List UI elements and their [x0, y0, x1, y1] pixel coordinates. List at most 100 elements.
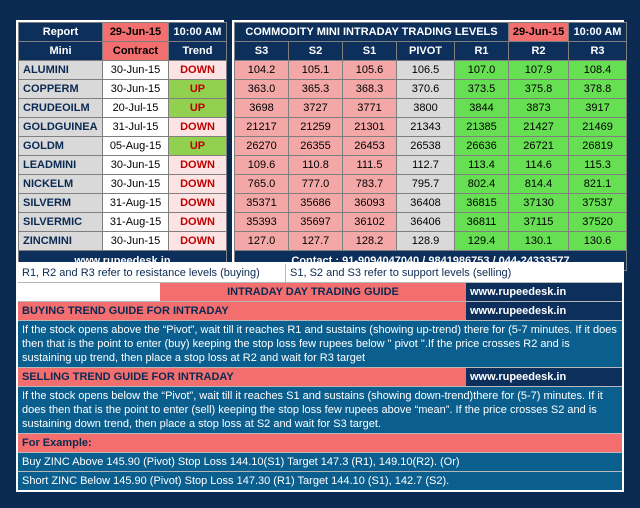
- levels-table: COMMODITY MINI INTRADAY TRADING LEVELS 2…: [232, 20, 628, 273]
- table-row: 127.0 127.7 128.2 128.9 129.4 130.1 130.6: [234, 231, 628, 251]
- example-row-2: Short ZINC Below 145.90 (Pivot) Stop Los…: [18, 472, 622, 490]
- level-r1: 26636: [453, 136, 510, 156]
- level-r3: 130.6: [568, 231, 628, 251]
- level-r3: 21469: [568, 117, 628, 137]
- table-row: 363.0 365.3 368.3 370.6 373.5 375.8 378.8: [234, 79, 628, 99]
- table-row: ALUMINI 30-Jun-15 DOWN: [18, 60, 227, 80]
- contract-date: 20-Jul-15: [102, 98, 169, 118]
- trend-badge: DOWN: [168, 231, 227, 251]
- level-s1: 368.3: [342, 79, 397, 99]
- table-row: 35393 35697 36102 36406 36811 37115 37520: [234, 212, 628, 232]
- contract-date: 30-Jun-15: [102, 231, 169, 251]
- level-pivot: 21343: [396, 117, 455, 137]
- table-row: 104.2 105.1 105.6 106.5 107.0 107.9 108.4: [234, 60, 628, 80]
- level-r3: 37537: [568, 193, 628, 213]
- level-r3: 3917: [568, 98, 628, 118]
- contract-date: 30-Jun-15: [102, 174, 169, 194]
- trend-badge: UP: [168, 136, 227, 156]
- level-r2: 26721: [508, 136, 570, 156]
- level-pivot: 3800: [396, 98, 455, 118]
- level-pivot: 36408: [396, 193, 455, 213]
- mini-name: ZINCMINI: [18, 231, 103, 251]
- level-s3: 35393: [234, 212, 289, 232]
- col-contract: Contract: [102, 41, 169, 61]
- level-r1: 36811: [453, 212, 510, 232]
- mini-name: CRUDEOILM: [18, 98, 103, 118]
- report-date: 29-Jun-15: [102, 22, 169, 42]
- table-row: 21217 21259 21301 21343 21385 21427 21469: [234, 117, 628, 137]
- col-s2: S2: [288, 41, 343, 61]
- level-r1: 21385: [453, 117, 510, 137]
- level-s3: 127.0: [234, 231, 289, 251]
- example-short: Short ZINC Below 145.90 (Pivot) Stop Los…: [18, 472, 622, 490]
- contract-table: Report 29-Jun-15 10:00 AM Mini Contract …: [16, 20, 227, 273]
- trading-guide: R1, R2 and R3 refer to resistance levels…: [16, 262, 624, 492]
- table-row: NICKELM 30-Jun-15 DOWN: [18, 174, 227, 194]
- col-r3: R3: [568, 41, 628, 61]
- level-s3: 109.6: [234, 155, 289, 175]
- level-pivot: 106.5: [396, 60, 455, 80]
- table-row: ZINCMINI 30-Jun-15 DOWN: [18, 231, 227, 251]
- level-pivot: 36406: [396, 212, 455, 232]
- sell-heading-row: SELLING TREND GUIDE FOR INTRADAY www.rup…: [18, 368, 622, 387]
- levels-time: 10:00 AM: [568, 22, 628, 42]
- col-trend: Trend: [168, 41, 227, 61]
- contract-date: 31-Jul-15: [102, 117, 169, 137]
- report-time: 10:00 AM: [168, 22, 227, 42]
- example-buy: Buy ZINC Above 145.90 (Pivot) Stop Loss …: [18, 453, 622, 471]
- trend-badge: DOWN: [168, 117, 227, 137]
- level-r3: 108.4: [568, 60, 628, 80]
- contract-date: 30-Jun-15: [102, 79, 169, 99]
- trend-badge: DOWN: [168, 60, 227, 80]
- level-s1: 36102: [342, 212, 397, 232]
- trend-badge: DOWN: [168, 155, 227, 175]
- mini-name: GOLDGUINEA: [18, 117, 103, 137]
- level-s2: 35686: [288, 193, 343, 213]
- level-r3: 115.3: [568, 155, 628, 175]
- mini-name: ALUMINI: [18, 60, 103, 80]
- level-r1: 3844: [453, 98, 510, 118]
- level-s2: 365.3: [288, 79, 343, 99]
- level-s2: 35697: [288, 212, 343, 232]
- level-r2: 107.9: [508, 60, 570, 80]
- level-s3: 765.0: [234, 174, 289, 194]
- level-r1: 113.4: [453, 155, 510, 175]
- level-s1: 3771: [342, 98, 397, 118]
- level-r3: 821.1: [568, 174, 628, 194]
- level-r2: 37130: [508, 193, 570, 213]
- level-r1: 129.4: [453, 231, 510, 251]
- table-row: CRUDEOILM 20-Jul-15 UP: [18, 98, 227, 118]
- col-r2: R2: [508, 41, 570, 61]
- level-s2: 127.7: [288, 231, 343, 251]
- col-s1: S1: [342, 41, 397, 61]
- level-s1: 128.2: [342, 231, 397, 251]
- table-row: LEADMINI 30-Jun-15 DOWN: [18, 155, 227, 175]
- example-heading: For Example:: [18, 434, 622, 452]
- level-s3: 35371: [234, 193, 289, 213]
- report-label: Report: [18, 22, 103, 42]
- level-s3: 363.0: [234, 79, 289, 99]
- table-row: GOLDM 05-Aug-15 UP: [18, 136, 227, 156]
- contract-date: 05-Aug-15: [102, 136, 169, 156]
- guide-site: www.rupeedesk.in: [466, 283, 622, 301]
- sell-text-row: If the stock opens below the “Pivot”, wa…: [18, 387, 622, 434]
- mini-name: SILVERMIC: [18, 212, 103, 232]
- table-row: 3698 3727 3771 3800 3844 3873 3917: [234, 98, 628, 118]
- table-row: 26270 26355 26453 26538 26636 26721 26819: [234, 136, 628, 156]
- level-s2: 110.8: [288, 155, 343, 175]
- sell-heading: SELLING TREND GUIDE FOR INTRADAY: [18, 368, 466, 386]
- level-s2: 3727: [288, 98, 343, 118]
- level-s3: 21217: [234, 117, 289, 137]
- contract-date: 31-Aug-15: [102, 212, 169, 232]
- level-pivot: 795.7: [396, 174, 455, 194]
- level-r2: 37115: [508, 212, 570, 232]
- level-r2: 3873: [508, 98, 570, 118]
- mini-name: LEADMINI: [18, 155, 103, 175]
- level-s3: 104.2: [234, 60, 289, 80]
- level-r3: 378.8: [568, 79, 628, 99]
- guide-title-row: INTRADAY DAY TRADING GUIDE www.rupeedesk…: [18, 283, 622, 302]
- level-pivot: 128.9: [396, 231, 455, 251]
- buy-guide-text: If the stock opens above the “Pivot”, wa…: [18, 321, 622, 367]
- buy-heading-row: BUYING TREND GUIDE FOR INTRADAY www.rupe…: [18, 302, 622, 321]
- resistance-note: R1, R2 and R3 refer to resistance levels…: [18, 264, 286, 282]
